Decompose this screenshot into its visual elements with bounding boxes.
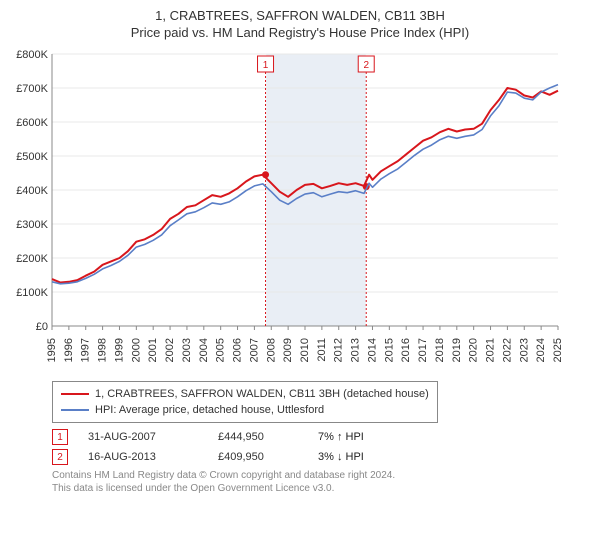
svg-text:2024: 2024 xyxy=(535,338,547,362)
svg-text:1995: 1995 xyxy=(46,338,58,362)
svg-text:£100K: £100K xyxy=(16,287,48,299)
legend: 1, CRABTREES, SAFFRON WALDEN, CB11 3BH (… xyxy=(52,381,438,423)
sale-price: £444,950 xyxy=(218,431,298,443)
svg-text:£0: £0 xyxy=(36,321,48,333)
sale-marker-box: 2 xyxy=(52,449,68,465)
svg-text:2025: 2025 xyxy=(552,338,564,362)
svg-text:£600K: £600K xyxy=(16,117,48,129)
legend-swatch xyxy=(61,393,89,395)
sales-row: 1 31-AUG-2007 £444,950 7% ↑ HPI xyxy=(52,429,590,445)
sale-price: £409,950 xyxy=(218,451,298,463)
legend-item: HPI: Average price, detached house, Uttl… xyxy=(61,402,429,418)
legend-swatch xyxy=(61,409,89,411)
legend-item: 1, CRABTREES, SAFFRON WALDEN, CB11 3BH (… xyxy=(61,386,429,402)
chart-title: 1, CRABTREES, SAFFRON WALDEN, CB11 3BH xyxy=(10,8,590,23)
svg-text:1997: 1997 xyxy=(80,338,92,362)
svg-text:2003: 2003 xyxy=(181,338,193,362)
footer-attribution: Contains HM Land Registry data © Crown c… xyxy=(52,469,590,495)
chart-subtitle: Price paid vs. HM Land Registry's House … xyxy=(10,25,590,40)
legend-label: 1, CRABTREES, SAFFRON WALDEN, CB11 3BH (… xyxy=(95,386,429,402)
sales-table: 1 31-AUG-2007 £444,950 7% ↑ HPI 2 16-AUG-2013… xyxy=(52,429,590,465)
sales-row: 2 16-AUG-2013 £409,950 3% ↓ HPI xyxy=(52,449,590,465)
svg-text:2010: 2010 xyxy=(299,338,311,362)
svg-text:2002: 2002 xyxy=(164,338,176,362)
svg-text:2019: 2019 xyxy=(451,338,463,362)
footer-line-1: Contains HM Land Registry data © Crown c… xyxy=(52,469,590,482)
svg-text:£800K: £800K xyxy=(16,49,48,61)
svg-text:2: 2 xyxy=(363,60,369,71)
svg-text:£200K: £200K xyxy=(16,253,48,265)
svg-text:2017: 2017 xyxy=(417,338,429,362)
chart-area: £0 £100K £200K £300K £400K £500K £600K £700K £80… xyxy=(10,44,590,377)
svg-text:2011: 2011 xyxy=(316,338,328,362)
sale-marker-box: 1 xyxy=(52,429,68,445)
svg-text:2000: 2000 xyxy=(130,338,142,362)
sale-pct: 3% ↓ HPI xyxy=(318,451,408,463)
sale-date: 16-AUG-2013 xyxy=(88,451,198,463)
svg-text:£400K: £400K xyxy=(16,185,48,197)
svg-text:2015: 2015 xyxy=(383,338,395,362)
svg-text:2001: 2001 xyxy=(147,338,159,362)
svg-text:£500K: £500K xyxy=(16,151,48,163)
svg-text:2013: 2013 xyxy=(350,338,362,362)
line-chart: £0 £100K £200K £300K £400K £500K £600K £700K £80… xyxy=(10,44,566,374)
svg-text:2022: 2022 xyxy=(501,338,513,362)
sale-pct: 7% ↑ HPI xyxy=(318,431,408,443)
svg-text:1: 1 xyxy=(263,60,269,71)
svg-text:2008: 2008 xyxy=(265,338,277,362)
svg-text:2016: 2016 xyxy=(400,338,412,362)
svg-text:1996: 1996 xyxy=(63,338,75,362)
svg-text:£700K: £700K xyxy=(16,83,48,95)
svg-text:2012: 2012 xyxy=(333,338,345,362)
svg-text:2009: 2009 xyxy=(282,338,294,362)
svg-text:1999: 1999 xyxy=(113,338,125,362)
svg-text:2006: 2006 xyxy=(232,338,244,362)
svg-text:£300K: £300K xyxy=(16,219,48,231)
svg-text:2020: 2020 xyxy=(468,338,480,362)
svg-text:2014: 2014 xyxy=(366,338,378,362)
svg-text:2005: 2005 xyxy=(215,338,227,362)
svg-text:1998: 1998 xyxy=(97,338,109,362)
svg-text:2007: 2007 xyxy=(248,338,260,362)
svg-text:2004: 2004 xyxy=(198,338,210,362)
svg-text:2021: 2021 xyxy=(485,338,497,362)
svg-text:2018: 2018 xyxy=(434,338,446,362)
svg-text:2023: 2023 xyxy=(518,338,530,362)
sale-date: 31-AUG-2007 xyxy=(88,431,198,443)
footer-line-2: This data is licensed under the Open Gov… xyxy=(52,482,590,495)
legend-label: HPI: Average price, detached house, Uttl… xyxy=(95,402,324,418)
